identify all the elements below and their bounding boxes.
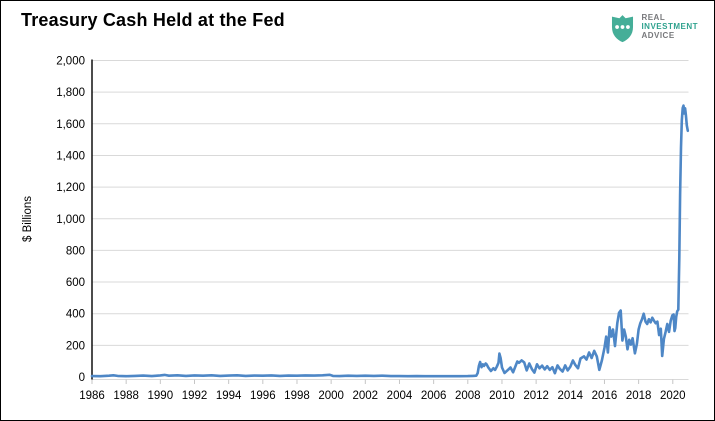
shield-icon: [612, 15, 634, 43]
x-tick-label: 1990: [148, 390, 174, 402]
y-tick-label: 1,000: [56, 214, 85, 226]
shield-dot: [621, 25, 625, 29]
y-tick-label: 800: [66, 245, 85, 257]
y-tick-label: 600: [66, 277, 85, 289]
x-tick-label: 2000: [318, 390, 344, 402]
x-tick-label: 2012: [523, 390, 549, 402]
x-tick-label: 2008: [455, 390, 481, 402]
brand-line-real: REAL: [641, 13, 666, 23]
y-tick-label: 2,000: [56, 56, 85, 68]
x-tick-label: 2014: [557, 390, 583, 402]
y-tick-label: 1,800: [56, 87, 85, 99]
y-tick-label: 0: [79, 372, 85, 384]
brand-line-investment: INVESTMENT: [641, 22, 698, 32]
brand-wordmark: REAL INVESTMENT ADVICE: [641, 13, 698, 41]
x-tick-label: 1998: [284, 390, 310, 402]
shield-dot: [626, 25, 631, 29]
x-tick-label: 1992: [182, 390, 208, 402]
x-tick-label: 2010: [489, 390, 515, 402]
x-tick-label: 2018: [626, 390, 652, 402]
y-tick-label: 400: [66, 309, 85, 321]
page-title: Treasury Cash Held at the Fed: [21, 10, 285, 30]
data-series-line: [90, 104, 690, 378]
brand-logo: REAL INVESTMENT ADVICE: [609, 12, 698, 43]
y-tick-label: 1,600: [56, 119, 85, 131]
brand-line-advice: ADVICE: [641, 30, 675, 40]
y-tick-label: 200: [66, 340, 85, 352]
x-tick-label: 2004: [387, 390, 413, 402]
x-tick-label: 1988: [113, 390, 139, 402]
x-tick-label: 1994: [216, 390, 242, 402]
x-tick-label: 1996: [250, 390, 276, 402]
x-tick-label: 2020: [660, 390, 686, 402]
x-tick-label: 2002: [353, 390, 379, 402]
shield-dot: [615, 25, 620, 29]
y-axis-title: $ Billions: [22, 196, 34, 242]
x-tick-label: 2006: [421, 390, 447, 402]
x-tick-label: 1986: [79, 390, 105, 402]
x-tick-label: 2016: [592, 390, 618, 402]
y-tick-label: 1,400: [56, 150, 85, 162]
y-tick-label: 1,200: [56, 182, 85, 194]
